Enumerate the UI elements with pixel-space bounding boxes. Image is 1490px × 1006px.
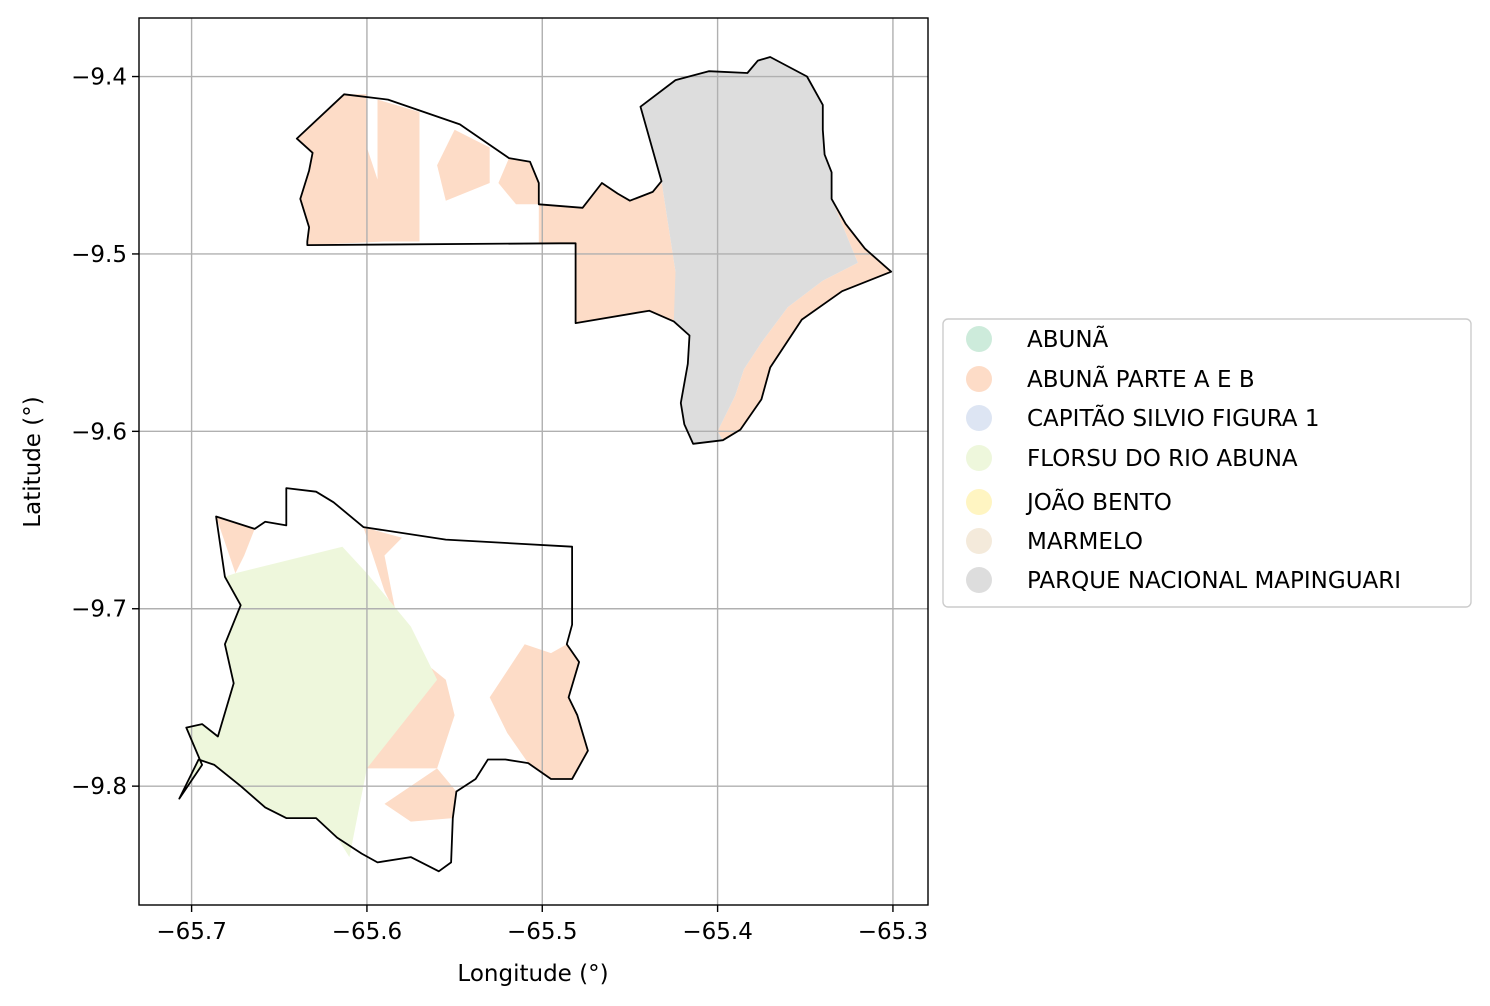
x-axis-label: Longitude (°) [457,961,608,987]
region-fill-1-1 [349,527,455,769]
y-tick-label: −9.7 [71,597,127,623]
region-fill-0-5 [717,198,892,441]
region-fill-0-0 [296,94,385,246]
regions-layer [179,57,892,858]
legend-label: FLORSU DO RIO ABUNA [1027,446,1298,472]
legend-label: ABUNÃ [1027,325,1109,353]
region-fill-0-2 [437,129,490,201]
legend-swatch [966,567,992,593]
x-tick-label: −65.5 [507,919,577,945]
grid-layer [139,18,928,905]
legend-label: CAPITÃO SILVIO FIGURA 1 [1027,404,1319,432]
region-fill-0-1 [377,99,420,242]
axes-frame [138,17,929,906]
legend-swatch [966,528,992,554]
northern-outline [295,56,893,445]
region-fill-1-4 [179,546,438,858]
southern-outline [178,487,589,873]
region-fill-1-2 [489,644,588,779]
x-tick-label: −65.3 [858,919,928,945]
region-fill-0-6 [640,57,858,444]
region-fill-0-3 [498,158,539,205]
legend-label: PARQUE NACIONAL MAPINGUARI [1027,568,1401,594]
legend-frame [942,318,1472,608]
x-axis-ticks: −65.7 −65.6 −65.5 −65.4 −65.3 [156,905,928,945]
legend-swatch [966,405,992,431]
y-tick-label: −9.5 [71,242,127,268]
x-tick-label: −65.6 [332,919,402,945]
legend-swatch [966,366,992,392]
legend-label: ABUNÃ PARTE A E B [1027,365,1255,393]
y-axis-ticks: −9.4 −9.5 −9.6 −9.7 −9.8 [71,65,139,800]
legend-label: JOÃO BENTO [1025,488,1172,516]
legend-label: MARMELO [1027,529,1143,555]
legend-swatch [966,489,992,515]
y-tick-label: −9.8 [71,774,127,800]
y-tick-label: −9.4 [71,65,127,91]
plot-area [138,17,929,906]
legend-swatch [966,326,992,352]
legend-swatch [966,445,992,471]
legend-items: ABUNÃ ABUNÃ PARTE A E B CAPITÃO SILVIO FIG… [966,325,1401,594]
y-axis-label: Latitude (°) [20,396,46,527]
x-tick-label: −65.4 [682,919,752,945]
y-tick-label: −9.6 [71,419,127,445]
legend: ABUNÃ ABUNÃ PARTE A E B CAPITÃO SILVIO FIG… [942,318,1472,608]
outline-layer [178,56,893,873]
region-fill-1-3 [384,768,457,822]
x-tick-label: −65.7 [156,919,226,945]
region-fill-0-4 [538,181,676,324]
region-fill-1-0 [216,516,255,574]
